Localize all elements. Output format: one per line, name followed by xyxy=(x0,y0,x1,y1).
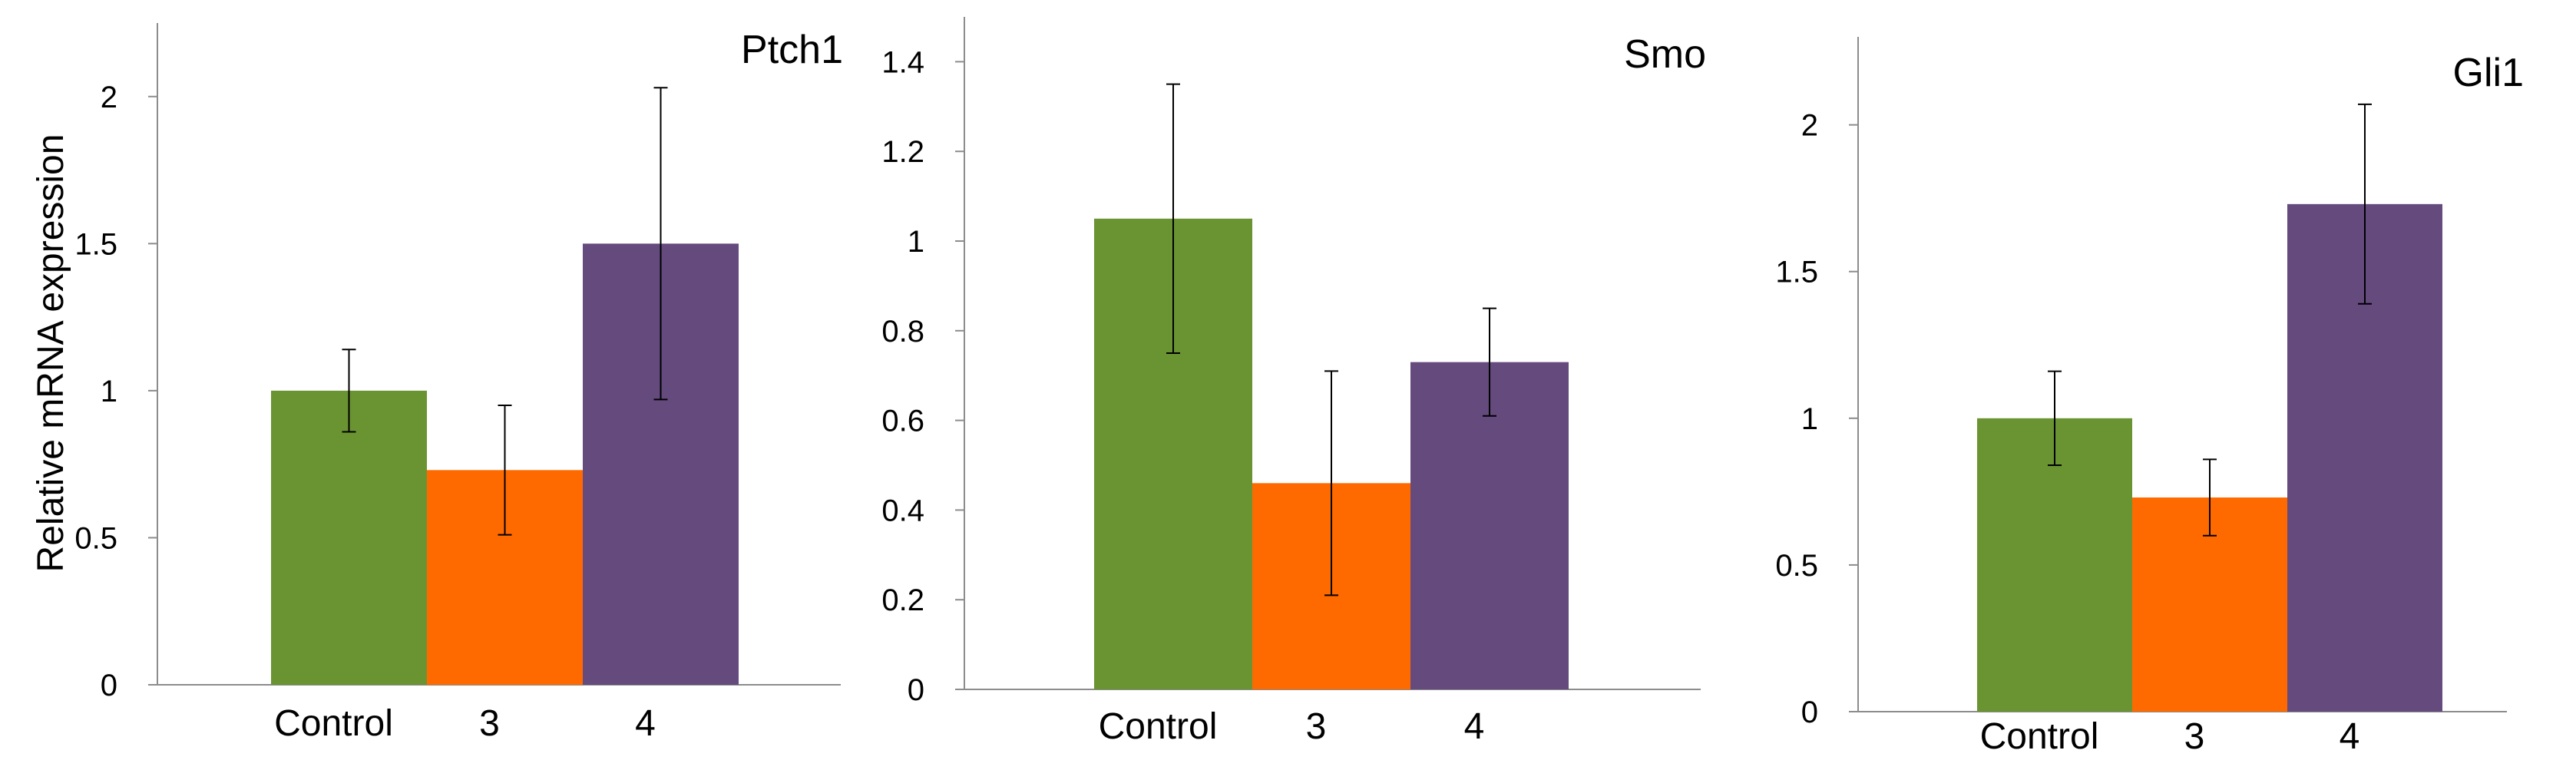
y-tick-label: 0.5 xyxy=(1775,549,1818,583)
y-tick-label: 0 xyxy=(101,669,117,702)
x-category-label: 3 xyxy=(479,703,500,744)
chart-panel-smo: Smo 0 0.2 0.4 0.6 0.8 1 1.2 1.4 Control 3 4 xyxy=(881,17,1706,747)
x-category-label: 3 xyxy=(1306,706,1327,747)
y-tick-label: 1.4 xyxy=(881,45,924,79)
y-tick-label: 1.2 xyxy=(881,135,924,169)
y-tick-label: 2 xyxy=(101,81,117,114)
y-tick-label: 0.6 xyxy=(881,405,924,438)
y-tick-label: 1 xyxy=(101,375,117,408)
x-category-label: Control xyxy=(1099,706,1218,747)
y-tick-label: 1.5 xyxy=(74,227,117,261)
x-category-label: 3 xyxy=(2184,716,2205,757)
y-tick-label: 0.5 xyxy=(74,521,117,555)
panel-title-smo: Smo xyxy=(1624,32,1706,77)
y-tick-label: 0.2 xyxy=(881,583,924,617)
y-tick-label: 1.5 xyxy=(1775,256,1818,289)
y-tick-label: 0.4 xyxy=(881,494,924,527)
y-axis-title: Relative mRNA expression xyxy=(31,134,71,573)
bar-control xyxy=(271,390,427,685)
y-tick-label: 0 xyxy=(908,673,924,707)
y-tick-label: 2 xyxy=(1801,109,1818,143)
panel-title-ptch1: Ptch1 xyxy=(741,28,843,72)
panel-title-gli1: Gli1 xyxy=(2453,51,2524,95)
chart-panel-ptch1: Relative mRNA expression Ptch1 0 0.5 1 1.5 2… xyxy=(31,23,843,744)
chart-panel-gli1: Gli1 0 0.5 1 1.5 2 Control 3 4 xyxy=(1775,37,2524,757)
y-tick-label: 1 xyxy=(908,225,924,259)
y-tick-label: 1 xyxy=(1801,402,1818,436)
x-category-label: 4 xyxy=(2340,716,2360,757)
y-tick-label: 0 xyxy=(1801,696,1818,729)
y-tick-label: 0.8 xyxy=(881,315,924,349)
x-category-label: Control xyxy=(274,703,393,744)
x-category-label: 4 xyxy=(635,703,656,744)
x-category-label: Control xyxy=(1980,716,2099,757)
bar-control xyxy=(1977,418,2132,712)
x-category-label: 4 xyxy=(1464,706,1485,747)
